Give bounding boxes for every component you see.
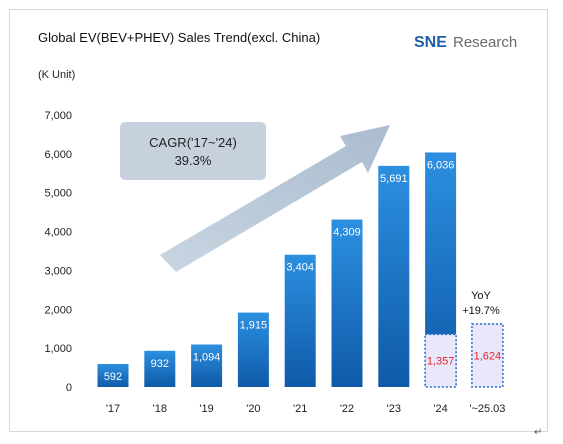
y-tick-label: 3,000 <box>44 265 72 277</box>
x-tick-label: '23 <box>387 403 401 415</box>
y-tick-label: 1,000 <box>44 343 72 355</box>
x-tick-label: '24 <box>433 403 447 415</box>
highlight-series <box>424 323 504 388</box>
bar-value-label: 4,309 <box>333 227 361 239</box>
x-tick-label: '~25.03 <box>469 403 505 415</box>
x-axis: '17 '18 '19 '20 '21 '22 '23 '24 '~25.03 <box>106 403 506 415</box>
return-mark: ↵ <box>534 427 543 438</box>
x-tick-label: '22 <box>340 403 354 415</box>
highlight-bar <box>471 323 504 388</box>
yoy-title: YoY <box>471 290 491 302</box>
growth-arrow-shape <box>160 125 390 272</box>
unit-label: (K Unit) <box>38 69 75 81</box>
bar-value-label: 1,915 <box>240 320 268 332</box>
bar-value-label: 3,404 <box>286 262 314 274</box>
logo-brand: SNE <box>414 34 447 51</box>
yoy-value: +19.7% <box>462 305 500 317</box>
y-axis: 0 1,000 2,000 3,000 4,000 5,000 6,000 7,000 <box>44 110 72 394</box>
x-tick-label: '18 <box>153 403 167 415</box>
chart-canvas: Global EV(BEV+PHEV) Sales Trend(excl. Ch… <box>38 30 517 415</box>
bar <box>144 350 176 387</box>
growth-arrow <box>160 125 390 272</box>
bar-value-label: 592 <box>104 371 122 383</box>
bar <box>97 363 129 387</box>
y-tick-label: 6,000 <box>44 149 72 161</box>
x-tick-label: '20 <box>246 403 260 415</box>
sne-research-logo: SNE Research <box>414 34 517 51</box>
cagr-title: CAGR('17~'24) <box>149 135 237 150</box>
bar <box>237 312 269 387</box>
chart-frame: Global EV(BEV+PHEV) Sales Trend(excl. Ch… <box>9 9 548 432</box>
y-tick-label: 7,000 <box>44 110 72 122</box>
bar <box>284 254 316 387</box>
bar-value-label: 5,691 <box>380 173 408 185</box>
x-tick-label: '21 <box>293 403 307 415</box>
y-tick-label: 0 <box>66 382 72 394</box>
bar-data-labels: 592 932 1,094 1,915 3,404 4,309 5,691 6,036 1,35… <box>104 159 501 383</box>
bar <box>331 219 363 387</box>
y-tick-label: 5,000 <box>44 188 72 200</box>
cagr-box <box>120 122 266 180</box>
cagr-callout: CAGR('17~'24) 39.3% <box>120 122 266 180</box>
bar-value-label: 932 <box>151 358 169 370</box>
highlight-value-label: 1,624 <box>474 350 502 362</box>
highlight-value-label: 1,357 <box>427 356 455 368</box>
bar-value-label: 6,036 <box>427 159 455 171</box>
yoy-annotation: YoY +19.7% <box>462 290 500 317</box>
highlight-bar <box>424 333 457 388</box>
bar-series <box>97 152 457 387</box>
x-tick-label: '17 <box>106 403 120 415</box>
y-tick-label: 2,000 <box>44 304 72 316</box>
bar <box>378 165 410 387</box>
bar <box>191 344 223 387</box>
cagr-value: 39.3% <box>175 153 212 168</box>
y-tick-label: 4,000 <box>44 227 72 239</box>
logo-suffix: Research <box>453 34 517 51</box>
bar-value-label: 1,094 <box>193 351 221 363</box>
chart-title: Global EV(BEV+PHEV) Sales Trend(excl. Ch… <box>38 30 320 45</box>
x-tick-label: '19 <box>199 403 213 415</box>
